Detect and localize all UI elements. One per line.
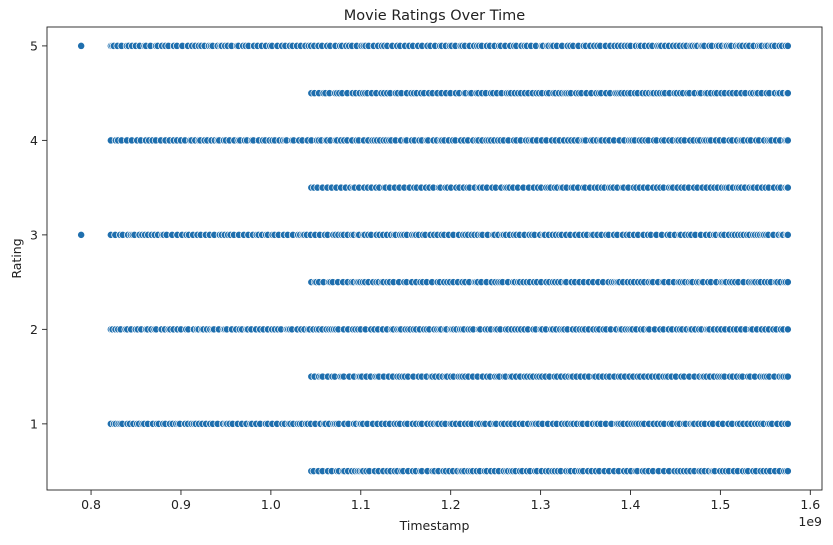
data-point <box>77 41 86 50</box>
data-point <box>77 230 86 239</box>
y-tick-label: 1 <box>30 416 38 431</box>
x-axis-ticks: 0.8 0.9 1.0 1.1 1.2 1.3 1.4 1.5 1.6 <box>81 490 820 512</box>
x-tick-label: 1.5 <box>710 497 730 512</box>
data-point <box>783 467 792 476</box>
rating-band-3 <box>106 230 792 239</box>
rating-band-2 <box>106 325 792 334</box>
data-point <box>783 230 792 239</box>
rating-band-5 <box>106 41 792 50</box>
x-tick-label: 1.4 <box>621 497 641 512</box>
y-tick-label: 3 <box>30 227 38 242</box>
y-axis-ticks: 1 2 3 4 5 <box>30 38 47 431</box>
chart-title: Movie Ratings Over Time <box>344 8 525 24</box>
data-point <box>783 183 792 192</box>
y-axis-label: Rating <box>9 238 24 278</box>
rating-band-3-5 <box>307 183 792 192</box>
y-tick-label: 5 <box>30 38 38 53</box>
rating-band-4 <box>106 136 792 145</box>
rating-band-4-5 <box>307 89 792 98</box>
data-point <box>783 41 792 50</box>
data-point <box>783 278 792 287</box>
x-tick-label: 0.9 <box>171 497 191 512</box>
rating-band-0-5 <box>307 467 792 476</box>
x-tick-label: 1.3 <box>531 497 551 512</box>
x-tick-label: 0.8 <box>81 497 101 512</box>
axes-frame <box>46 26 823 491</box>
x-tick-label: 1.6 <box>800 497 820 512</box>
rating-band-2-5 <box>307 278 792 287</box>
points-layer <box>77 41 792 476</box>
data-point <box>783 372 792 381</box>
x-axis-label: Timestamp <box>399 518 470 533</box>
x-axis-offset-label: 1e9 <box>798 514 822 529</box>
data-point <box>783 325 792 334</box>
data-point <box>783 89 792 98</box>
y-tick-label: 2 <box>30 322 38 337</box>
data-point <box>783 136 792 145</box>
data-point <box>783 419 792 428</box>
x-tick-label: 1.0 <box>261 497 281 512</box>
rating-band-1-5 <box>307 372 792 381</box>
y-tick-label: 4 <box>30 133 38 148</box>
x-tick-label: 1.1 <box>351 497 371 512</box>
rating-band-1 <box>106 419 792 428</box>
x-tick-label: 1.2 <box>441 497 461 512</box>
